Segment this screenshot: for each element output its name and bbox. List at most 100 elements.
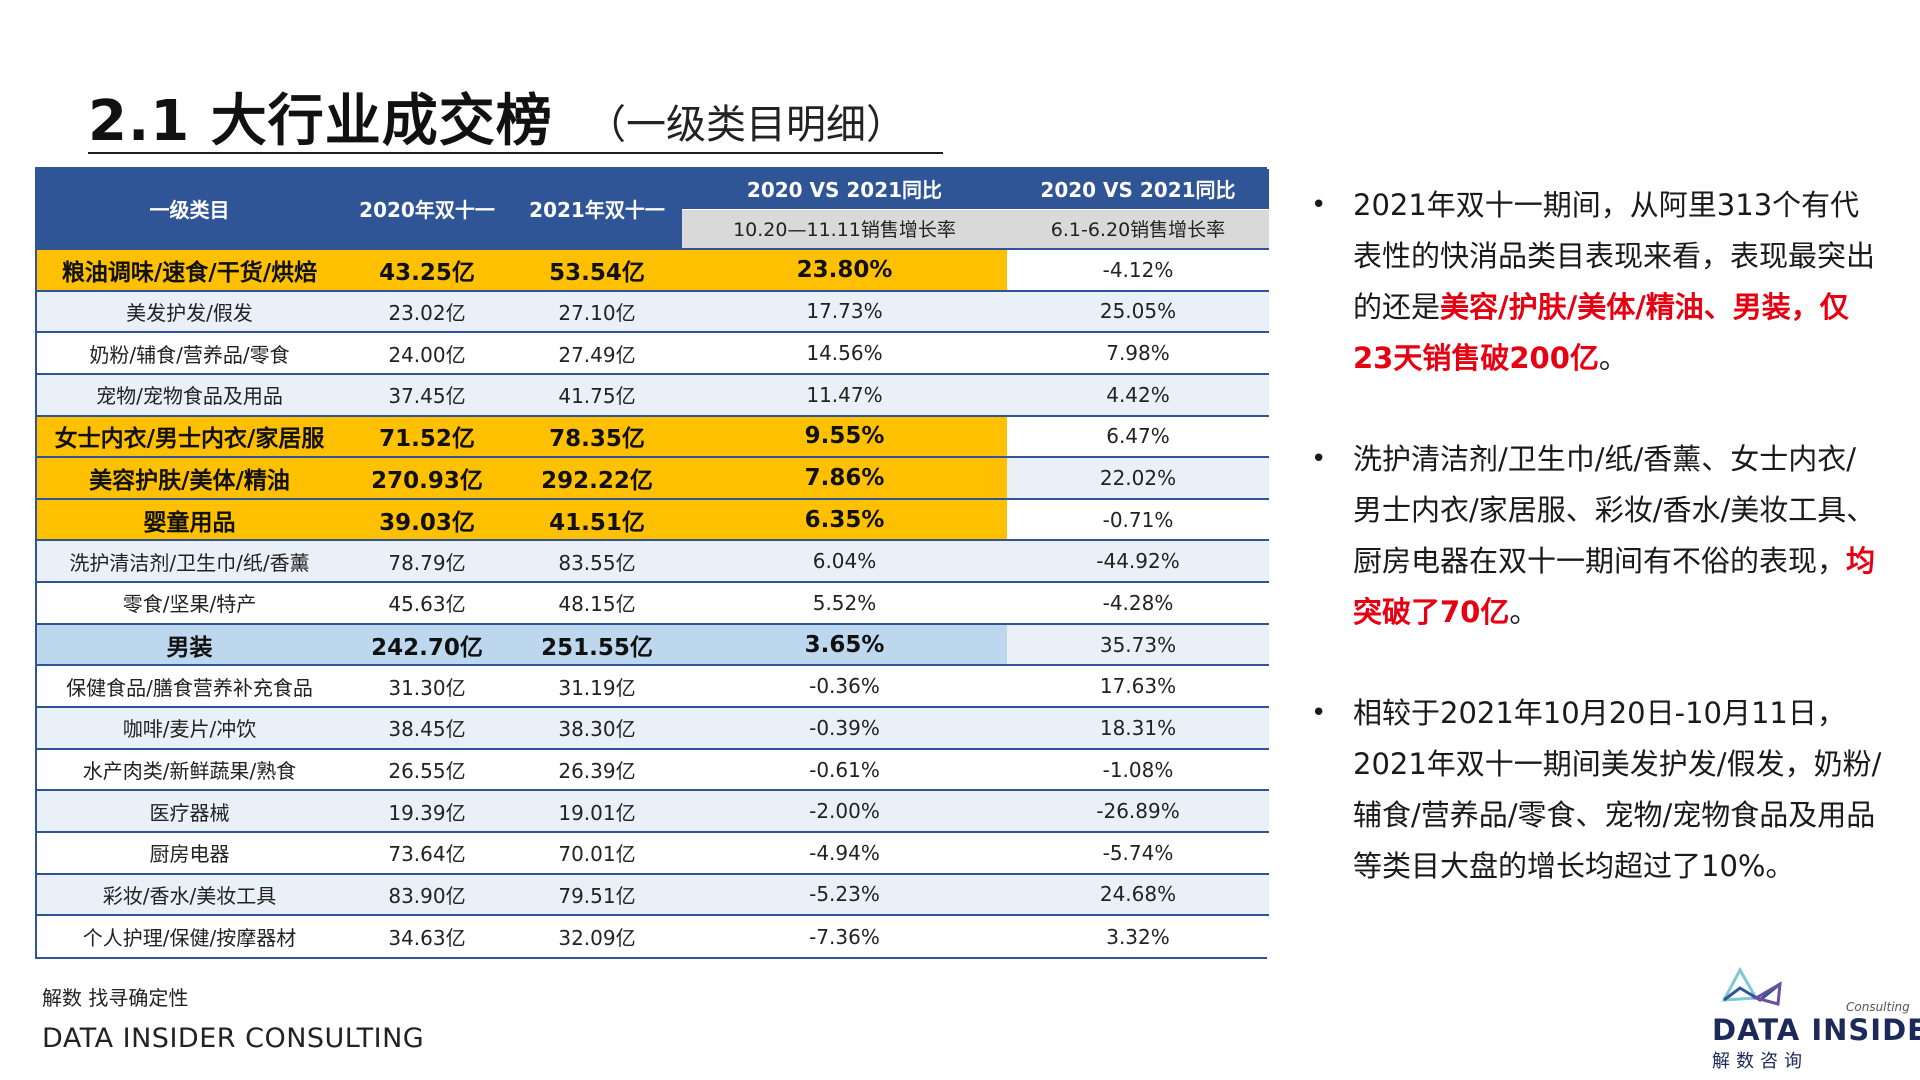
cell-2021: 70.01亿	[512, 830, 682, 874]
cell-growth-1: -7.36%	[682, 914, 1007, 957]
cell-2020: 83.90亿	[342, 872, 512, 916]
bullet-item: • 相较于2021年10月20日-10月11日，2021年双十一期间美发护发/假…	[1303, 688, 1883, 892]
bullet-highlight: 美容/护肤/美体/精油、男装，仅23天销售破200亿	[1353, 290, 1849, 375]
cell-2020: 37.45亿	[342, 372, 512, 416]
cell-2021: 19.01亿	[512, 789, 682, 832]
cell-category: 洗护清洁剂/卫生巾/纸/香薰	[37, 539, 342, 583]
table-row: 咖啡/麦片/冲饮 38.45亿 38.30亿 -0.39% 18.31%	[37, 706, 1269, 749]
cell-growth-1: -5.23%	[682, 872, 1007, 916]
cell-growth-1: 7.86%	[682, 456, 1007, 499]
cell-category: 男装	[37, 622, 342, 666]
cell-growth-2: 4.42%	[1007, 372, 1269, 416]
header-category: 一级类目	[37, 169, 342, 249]
cell-growth-2: -4.12%	[1007, 248, 1269, 291]
bullet-item: • 2021年双十一期间，从阿里313个有代表性的快消品类目表现来看，表现最突出…	[1303, 180, 1883, 384]
cell-2020: 24.00亿	[342, 331, 512, 374]
cell-growth-1: 5.52%	[682, 581, 1007, 624]
cell-2020: 26.55亿	[342, 747, 512, 791]
title-bar: 2.1 大行业成交榜 （一级类目明细）	[88, 70, 943, 154]
table-row: 奶粉/辅食/营养品/零食 24.00亿 27.49亿 14.56% 7.98%	[37, 331, 1269, 374]
cell-2020: 73.64亿	[342, 830, 512, 874]
bullet-text: 2021年双十一期间，从阿里313个有代表性的快消品类目表现来看，表现最突出的还…	[1353, 188, 1876, 324]
cell-2021: 78.35亿	[512, 414, 682, 458]
cell-growth-1: 14.56%	[682, 331, 1007, 374]
cell-growth-2: -0.71%	[1007, 497, 1269, 541]
cell-growth-1: -0.39%	[682, 706, 1007, 749]
table-row: 美容护肤/美体/精油 270.93亿 292.22亿 7.86% 22.02%	[37, 456, 1269, 499]
cell-2021: 79.51亿	[512, 872, 682, 916]
logo-wordmark: DATA INSIDER	[1712, 1013, 1920, 1047]
cell-growth-2: 35.73%	[1007, 622, 1269, 666]
bullet-dot-icon: •	[1311, 190, 1327, 220]
logo-tagline: Consulting	[1846, 1000, 1910, 1014]
cell-2021: 48.15亿	[512, 581, 682, 624]
cell-growth-1: 17.73%	[682, 289, 1007, 333]
cell-category: 医疗器械	[37, 789, 342, 832]
cell-category: 咖啡/麦片/冲饮	[37, 706, 342, 749]
cell-2020: 270.93亿	[342, 456, 512, 499]
cell-2021: 26.39亿	[512, 747, 682, 791]
header-compare-1-period: 10.20—11.11销售增长率	[682, 208, 1007, 249]
cell-2020: 45.63亿	[342, 581, 512, 624]
bullet-text: 相较于2021年10月20日-10月11日，2021年双十一期间美发护发/假发，…	[1353, 696, 1882, 883]
footer-slogan: 解数 找寻确定性	[42, 986, 189, 1010]
cell-2021: 41.51亿	[512, 497, 682, 541]
cell-growth-2: 3.32%	[1007, 914, 1269, 957]
cell-category: 宠物/宠物食品及用品	[37, 372, 342, 416]
cell-growth-2: 22.02%	[1007, 456, 1269, 499]
cell-2021: 38.30亿	[512, 706, 682, 749]
cell-growth-2: 24.68%	[1007, 872, 1269, 916]
cell-growth-1: -2.00%	[682, 789, 1007, 832]
table-row: 宠物/宠物食品及用品 37.45亿 41.75亿 11.47% 4.42%	[37, 372, 1269, 416]
cell-growth-2: -5.74%	[1007, 830, 1269, 874]
cell-growth-2: -44.92%	[1007, 539, 1269, 583]
cell-growth-2: -1.08%	[1007, 747, 1269, 791]
cell-growth-2: -4.28%	[1007, 581, 1269, 624]
cell-2020: 242.70亿	[342, 622, 512, 666]
footer-company: DATA INSIDER CONSULTING	[42, 1023, 425, 1054]
cell-category: 女士内衣/男士内衣/家居服	[37, 414, 342, 458]
cell-2020: 23.02亿	[342, 289, 512, 333]
cell-2021: 27.49亿	[512, 331, 682, 374]
cell-category: 零食/坚果/特产	[37, 581, 342, 624]
cell-2021: 32.09亿	[512, 914, 682, 957]
table-row: 洗护清洁剂/卫生巾/纸/香薰 78.79亿 83.55亿 6.04% -44.92%	[37, 539, 1269, 583]
cell-2020: 38.45亿	[342, 706, 512, 749]
cell-category: 厨房电器	[37, 830, 342, 874]
cell-2020: 31.30亿	[342, 664, 512, 708]
insight-bullets: • 2021年双十一期间，从阿里313个有代表性的快消品类目表现来看，表现最突出…	[1303, 180, 1883, 942]
table-row: 零食/坚果/特产 45.63亿 48.15亿 5.52% -4.28%	[37, 581, 1269, 624]
cell-growth-1: 9.55%	[682, 414, 1007, 458]
cell-category: 美发护发/假发	[37, 289, 342, 333]
cell-growth-2: 25.05%	[1007, 289, 1269, 333]
cell-category: 水产肉类/新鲜蔬果/熟食	[37, 747, 342, 791]
cell-growth-2: -26.89%	[1007, 789, 1269, 832]
cell-growth-1: -0.61%	[682, 747, 1007, 791]
header-2021: 2021年双十一	[512, 169, 682, 249]
cell-2020: 34.63亿	[342, 914, 512, 957]
cell-2021: 27.10亿	[512, 289, 682, 333]
table-row: 美发护发/假发 23.02亿 27.10亿 17.73% 25.05%	[37, 289, 1269, 333]
page-subtitle: （一级类目明细）	[586, 102, 906, 148]
cell-2021: 251.55亿	[512, 622, 682, 666]
table-row: 粮油调味/速食/干货/烘焙 43.25亿 53.54亿 23.80% -4.12%	[37, 248, 1269, 291]
table-row: 男装 242.70亿 251.55亿 3.65% 35.73%	[37, 622, 1269, 666]
logo-chinese-name: 解数咨询	[1712, 1051, 1808, 1072]
bullet-dot-icon: •	[1311, 444, 1327, 474]
cell-2020: 19.39亿	[342, 789, 512, 832]
cell-2020: 39.03亿	[342, 497, 512, 541]
bullet-dot-icon: •	[1311, 698, 1327, 728]
cell-growth-2: 17.63%	[1007, 664, 1269, 708]
cell-growth-1: -0.36%	[682, 664, 1007, 708]
bullet-text: 洗护清洁剂/卫生巾/纸/香薰、女士内衣/男士内衣/家居服、彩妆/香水/美妆工具、…	[1353, 442, 1876, 578]
cell-category: 彩妆/香水/美妆工具	[37, 872, 342, 916]
table-row: 个人护理/保健/按摩器材 34.63亿 32.09亿 -7.36% 3.32%	[37, 914, 1269, 957]
header-compare-2: 2020 VS 2021同比	[1007, 169, 1269, 209]
cell-2021: 31.19亿	[512, 664, 682, 708]
table-row: 厨房电器 73.64亿 70.01亿 -4.94% -5.74%	[37, 830, 1269, 874]
cell-2020: 71.52亿	[342, 414, 512, 458]
cell-category: 美容护肤/美体/精油	[37, 456, 342, 499]
data-insider-logo-icon	[1721, 966, 1782, 1006]
cell-2021: 53.54亿	[512, 248, 682, 291]
table-row: 女士内衣/男士内衣/家居服 71.52亿 78.35亿 9.55% 6.47%	[37, 414, 1269, 458]
